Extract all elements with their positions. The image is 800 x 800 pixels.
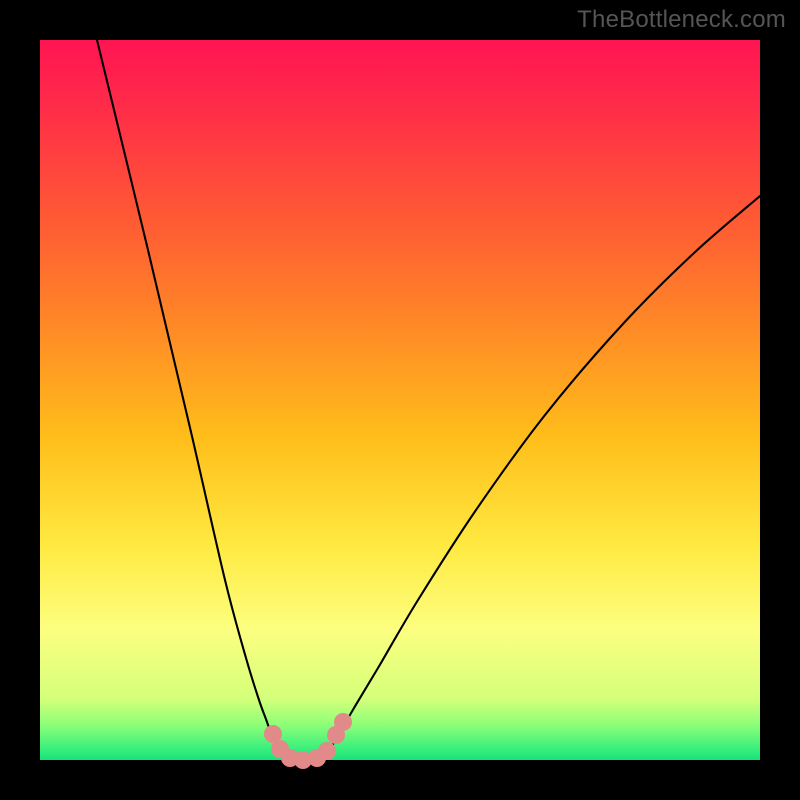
curve-marker <box>318 742 336 760</box>
curve-layer <box>40 40 760 760</box>
watermark-text: TheBottleneck.com <box>577 6 786 34</box>
curve-right <box>325 196 760 755</box>
curve-left <box>97 40 282 755</box>
curve-marker <box>334 713 352 731</box>
plot-area <box>40 40 760 760</box>
canvas: TheBottleneck.com <box>0 0 800 800</box>
